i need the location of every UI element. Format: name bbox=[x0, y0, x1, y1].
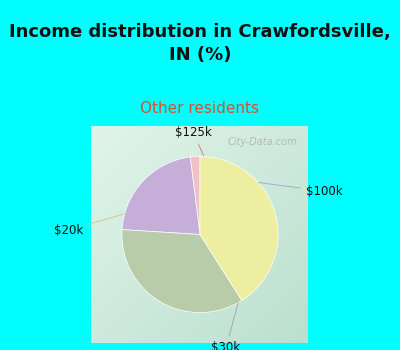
Text: $20k: $20k bbox=[54, 214, 124, 237]
Text: $100k: $100k bbox=[258, 183, 342, 198]
Wedge shape bbox=[200, 156, 278, 300]
Wedge shape bbox=[122, 157, 200, 234]
Text: Other residents: Other residents bbox=[140, 101, 260, 116]
Text: $30k: $30k bbox=[212, 303, 241, 350]
Text: City-Data.com: City-Data.com bbox=[228, 137, 298, 147]
Wedge shape bbox=[122, 230, 242, 313]
Text: Income distribution in Crawfordsville,
IN (%): Income distribution in Crawfordsville, I… bbox=[9, 23, 391, 63]
Text: $125k: $125k bbox=[175, 126, 212, 156]
Wedge shape bbox=[190, 156, 200, 235]
